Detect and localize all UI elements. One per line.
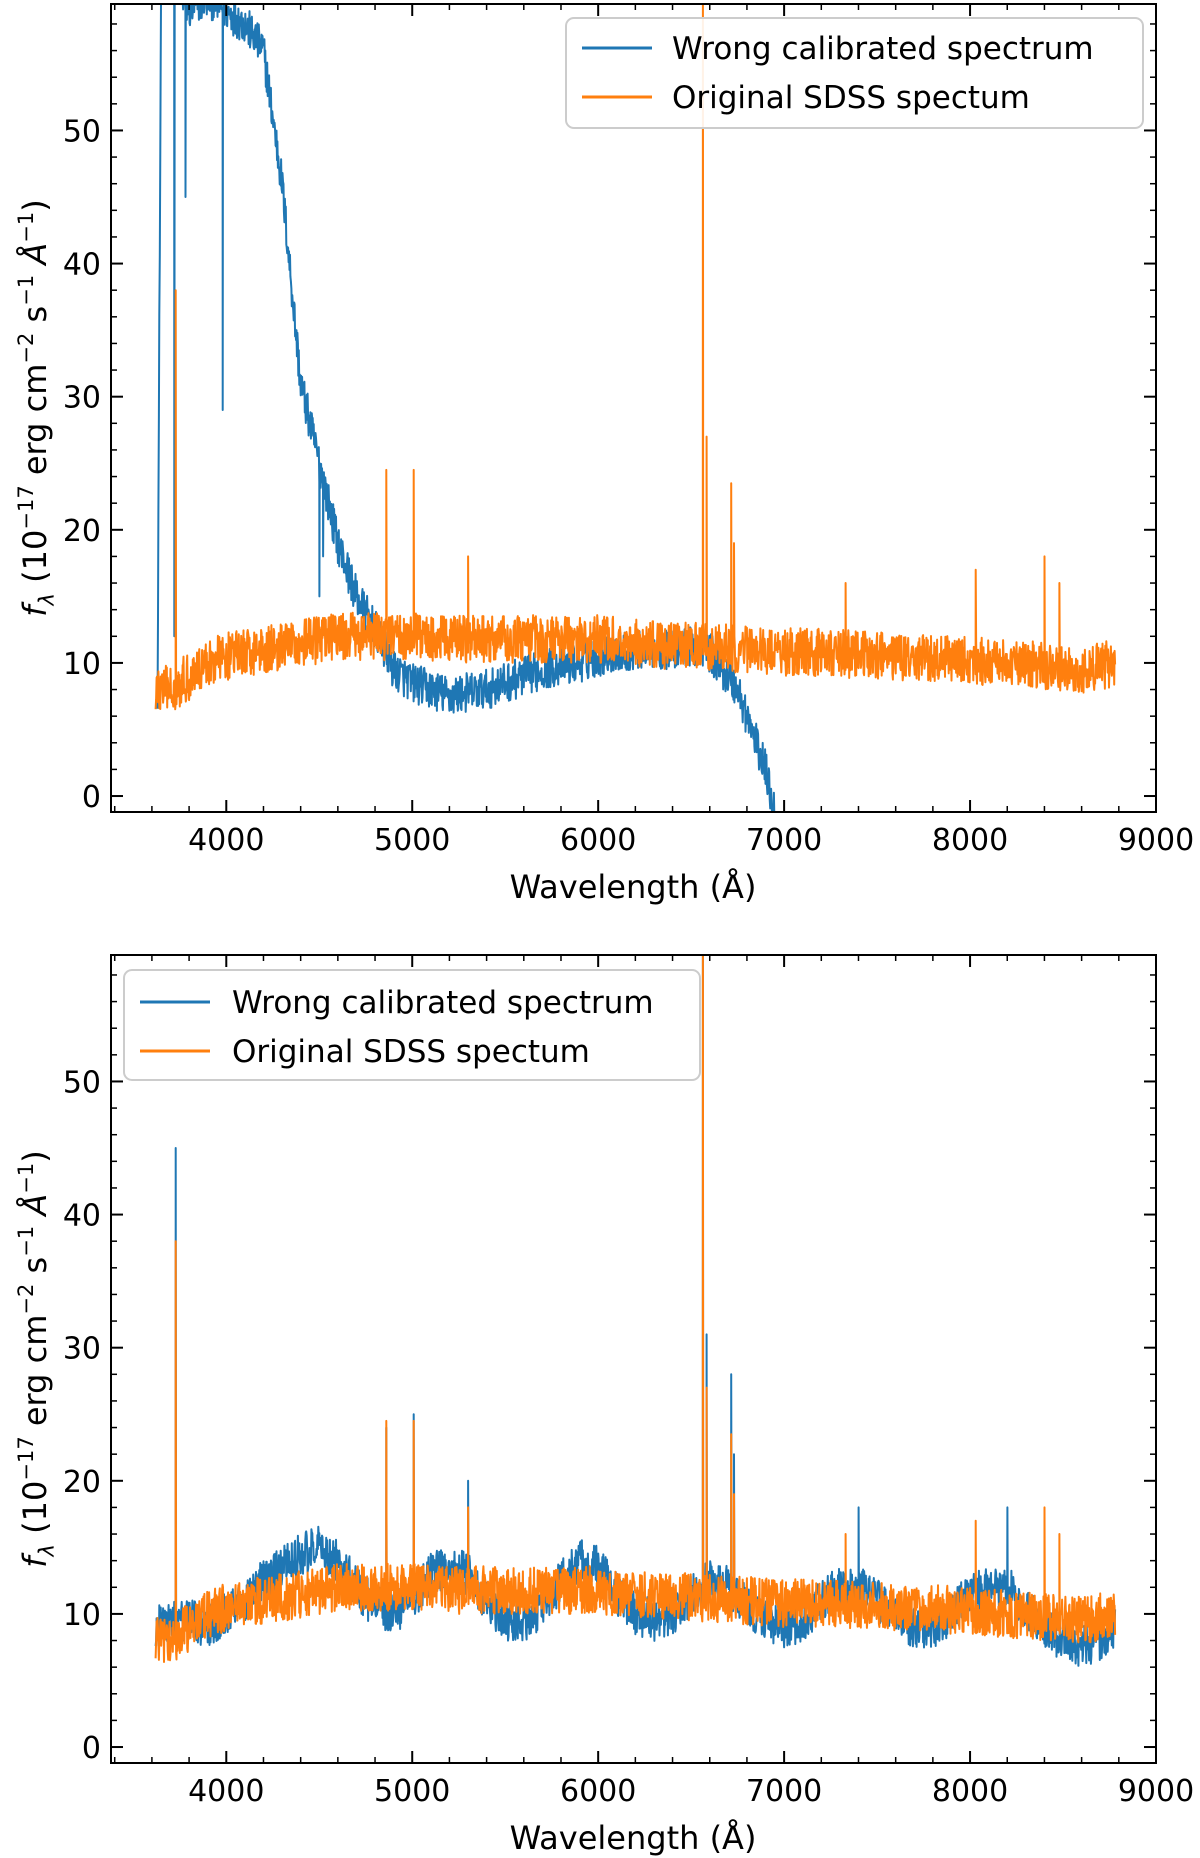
- legend-label-original-sdss-top: Original SDSS spectum: [672, 80, 1030, 116]
- plot-frame-top: [110, 3, 1157, 813]
- top-panel: 4000 5000 6000 7000 8000 9000 0 10 20 30 40 50 Wave…: [14, 3, 1194, 906]
- series-line-original-sdss-top: [154, 4, 1117, 711]
- x-tick-label-top: 7000: [746, 823, 822, 858]
- y-tick-label-top: 30: [63, 381, 101, 416]
- y-tick-label-bottom: 20: [63, 1465, 101, 1500]
- y-tick-label-bottom: 0: [82, 1731, 101, 1766]
- plot-frame-bottom: [110, 954, 1157, 1764]
- x-axis-label-top: Wavelength (Å): [510, 868, 757, 906]
- y-tick-label-bottom: 10: [63, 1598, 101, 1633]
- legend-bottom: Wrong calibrated spectrum Original SDSS …: [123, 969, 701, 1081]
- x-axis-label-bottom: Wavelength (Å): [510, 1819, 757, 1857]
- series-lines-bottom: [154, 955, 1117, 1667]
- x-tick-label-bottom: 7000: [746, 1774, 822, 1809]
- x-tick-label-bottom: 6000: [560, 1774, 636, 1809]
- series-line-original-sdss-bottom: [154, 955, 1117, 1663]
- legend-label-wrong-calibrated-bottom: Wrong calibrated spectrum: [232, 985, 654, 1021]
- x-tick-label-top: 8000: [932, 823, 1008, 858]
- legend-label-original-sdss-bottom: Original SDSS spectum: [232, 1034, 590, 1070]
- y-axis-label-bottom: fλ (10−17 erg cm−2 s−1 Å−1): [14, 1150, 59, 1567]
- x-tick-label-bottom: 8000: [932, 1774, 1008, 1809]
- x-tick-label-bottom: 4000: [188, 1774, 264, 1809]
- y-tick-label-top: 50: [63, 114, 101, 149]
- x-tick-label-top: 5000: [374, 823, 450, 858]
- y-tick-label-bottom: 40: [63, 1199, 101, 1234]
- x-tick-label-bottom: 9000: [1118, 1774, 1194, 1809]
- x-tick-label-bottom: 5000: [374, 1774, 450, 1809]
- legend-box-bottom: [123, 969, 701, 1081]
- y-tick-label-top: 10: [63, 647, 101, 682]
- y-tick-label-top: 20: [63, 514, 101, 549]
- x-tick-label-top: 6000: [560, 823, 636, 858]
- legend-label-wrong-calibrated-top: Wrong calibrated spectrum: [672, 31, 1094, 67]
- y-tick-label-bottom: 30: [63, 1332, 101, 1367]
- x-tick-label-top: 9000: [1118, 823, 1194, 858]
- ticks-bottom: 4000 5000 6000 7000 8000 9000 0 10 20 30 40 50: [63, 955, 1194, 1809]
- y-tick-label-top: 40: [63, 248, 101, 283]
- bottom-panel: 4000 5000 6000 7000 8000 9000 0 10 20 30 40 50 Wave…: [14, 954, 1194, 1857]
- y-tick-label-top: 0: [82, 780, 101, 815]
- series-lines-top: [154, 4, 1117, 812]
- legend-box-top: [565, 17, 1144, 129]
- y-axis-label-top: fλ (10−17 erg cm−2 s−1 Å−1): [14, 199, 59, 616]
- legend-top: Wrong calibrated spectrum Original SDSS …: [565, 17, 1144, 129]
- y-tick-label-bottom: 50: [63, 1065, 101, 1100]
- x-tick-label-top: 4000: [188, 823, 264, 858]
- ticks-top: 4000 5000 6000 7000 8000 9000 0 10 20 30 40 50: [63, 4, 1194, 858]
